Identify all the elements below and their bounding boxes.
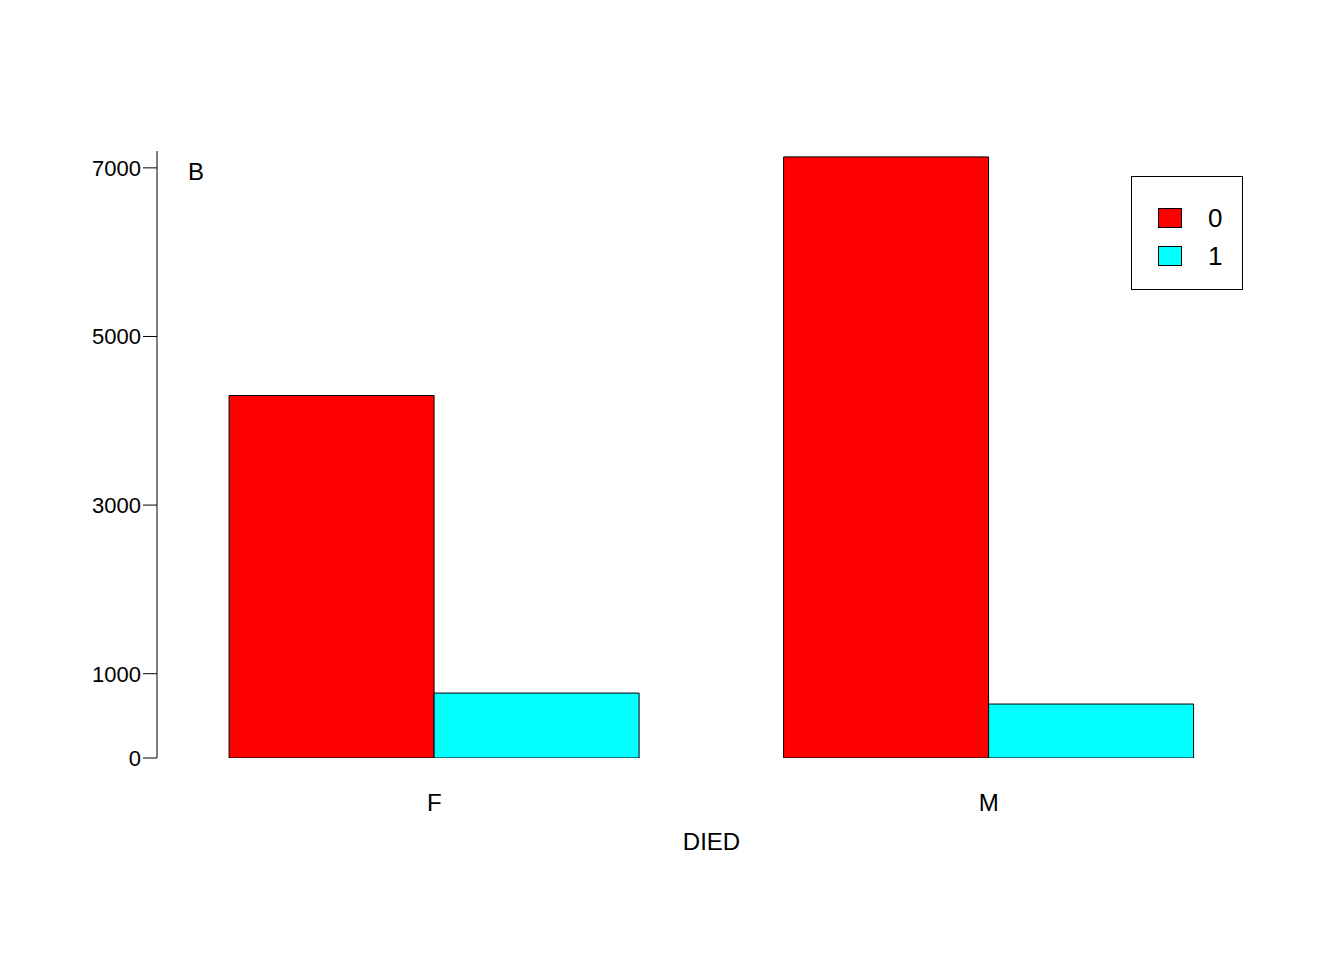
svg-text:3000: 3000 (92, 493, 141, 518)
html-text:1: 1 (1208, 240, 1223, 271)
svg-text:DIED: DIED (683, 828, 740, 855)
html-text:B: B (188, 158, 204, 185)
svg-text:M: M (979, 789, 999, 816)
svg-text:F: F (427, 789, 442, 816)
svg-text:0: 0 (129, 746, 141, 771)
svg-text:7000: 7000 (92, 156, 141, 181)
svg-text:1000: 1000 (92, 662, 141, 687)
html-text:0: 0 (1208, 202, 1223, 233)
svg-text:5000: 5000 (92, 324, 141, 349)
